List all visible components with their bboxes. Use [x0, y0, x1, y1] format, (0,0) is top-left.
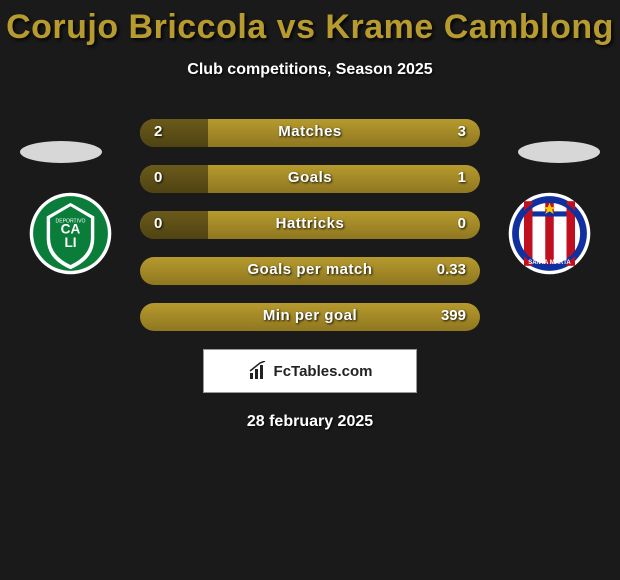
stat-right-value: 3 — [458, 123, 466, 140]
stat-label: Min per goal — [140, 307, 480, 324]
union-magdalena-crest-icon: SANTA MARTA — [507, 191, 592, 276]
badge-shadow-right — [518, 141, 600, 163]
stat-right-value: 0 — [458, 215, 466, 232]
stat-right-value: 399 — [441, 307, 466, 324]
stat-row-matches: 2 Matches 3 — [140, 119, 480, 147]
stat-bars: 2 Matches 3 0 Goals 1 0 Hattricks 0 Goal… — [140, 119, 480, 331]
subtitle: Club competitions, Season 2025 — [0, 61, 620, 79]
stat-label: Goals per match — [140, 261, 480, 278]
badge-shadow-left — [20, 141, 102, 163]
stat-row-hattricks: 0 Hattricks 0 — [140, 211, 480, 239]
stat-row-goals-per-match: Goals per match 0.33 — [140, 257, 480, 285]
team-badge-right: SANTA MARTA — [507, 191, 592, 276]
chart-icon — [248, 361, 268, 381]
source-box: FcTables.com — [203, 349, 417, 393]
team-badge-left: CA LI DEPORTIVO — [28, 191, 113, 276]
stat-row-goals: 0 Goals 1 — [140, 165, 480, 193]
comparison-panel: CA LI DEPORTIVO SANTA MARTA 2 Matches 3 — [0, 119, 620, 431]
deportivo-cali-crest-icon: CA LI DEPORTIVO — [28, 191, 113, 276]
stat-row-min-per-goal: Min per goal 399 — [140, 303, 480, 331]
stat-label: Hattricks — [140, 215, 480, 232]
source-text: FcTables.com — [274, 363, 373, 380]
date-text: 28 february 2025 — [0, 413, 620, 431]
stat-right-value: 0.33 — [437, 261, 466, 278]
svg-text:LI: LI — [64, 235, 76, 250]
page-title: Corujo Briccola vs Krame Camblong — [0, 0, 620, 47]
stat-label: Matches — [140, 123, 480, 140]
stat-right-value: 1 — [458, 169, 466, 186]
stat-label: Goals — [140, 169, 480, 186]
svg-text:SANTA MARTA: SANTA MARTA — [528, 260, 571, 266]
svg-text:DEPORTIVO: DEPORTIVO — [56, 218, 86, 224]
